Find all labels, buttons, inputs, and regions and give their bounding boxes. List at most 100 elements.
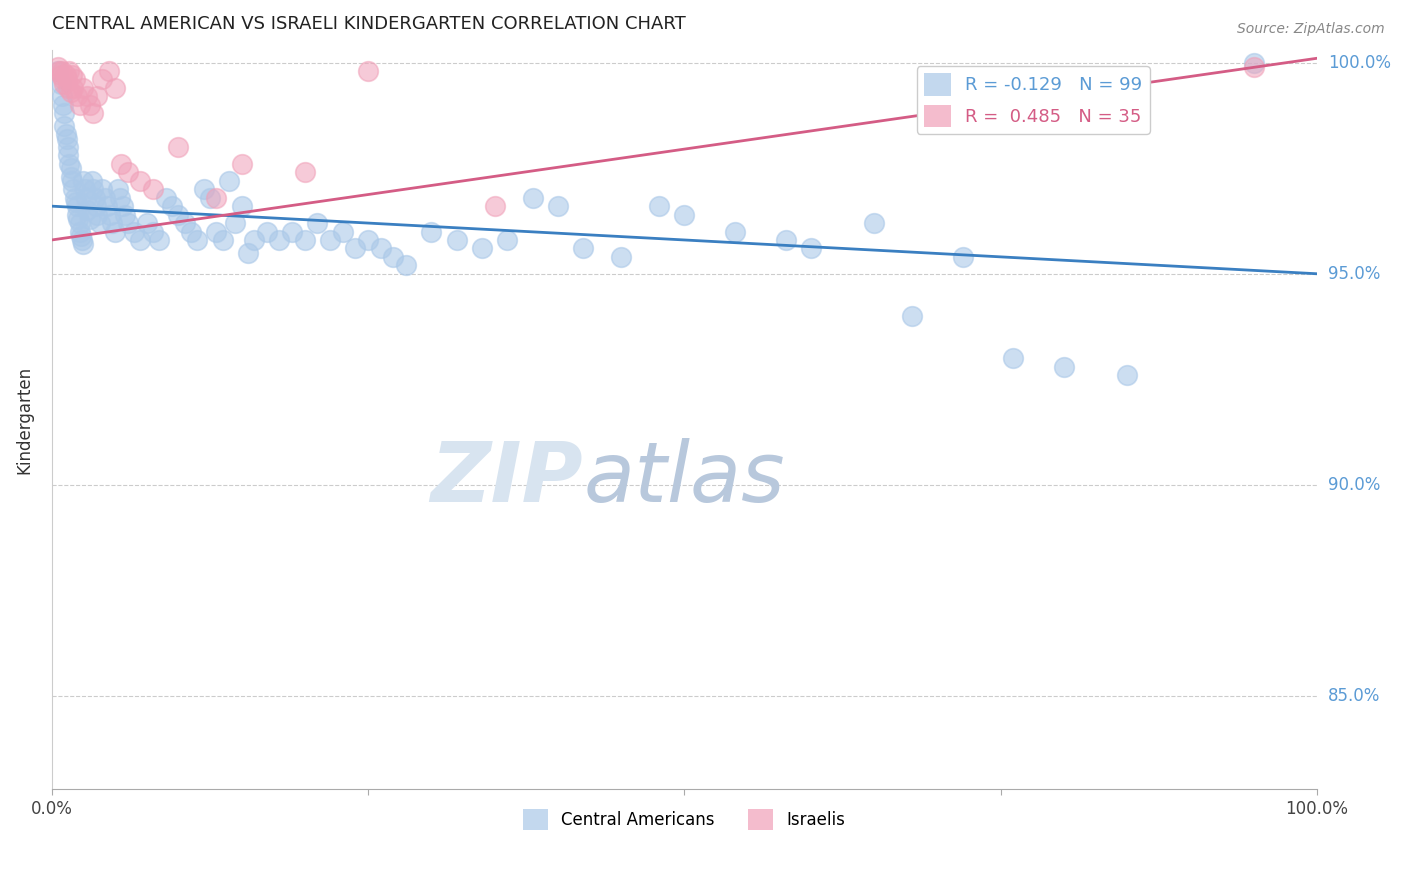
Point: [82, 174, 104, 188]
Point: [46, 64, 69, 78]
Point: [96, 199, 118, 213]
Point: [69, 97, 91, 112]
Point: [72, 237, 94, 252]
Point: [173, 216, 195, 230]
Point: [72, 80, 94, 95]
Point: [58, 140, 80, 154]
Point: [65, 194, 87, 209]
Point: [62, 182, 84, 196]
Point: [610, 250, 633, 264]
Point: [104, 80, 127, 95]
Point: [357, 233, 380, 247]
Point: [281, 225, 304, 239]
Point: [46, 60, 69, 74]
Point: [901, 309, 924, 323]
Point: [198, 191, 221, 205]
Point: [55, 68, 77, 82]
Point: [135, 216, 157, 230]
Point: [218, 174, 240, 188]
Point: [76, 203, 98, 218]
Point: [56, 72, 79, 87]
Point: [142, 225, 165, 239]
Point: [382, 250, 405, 264]
Point: [1243, 55, 1265, 70]
Point: [294, 233, 316, 247]
Point: [62, 80, 84, 95]
Point: [91, 182, 114, 196]
Point: [344, 241, 367, 255]
Point: [51, 89, 73, 103]
Point: [73, 182, 96, 196]
Point: [59, 85, 82, 99]
Text: 95.0%: 95.0%: [1329, 265, 1381, 283]
Point: [863, 216, 886, 230]
Point: [89, 216, 111, 230]
Point: [256, 225, 278, 239]
Point: [114, 208, 136, 222]
Point: [673, 208, 696, 222]
Point: [122, 225, 145, 239]
Point: [66, 199, 89, 213]
Point: [101, 216, 124, 230]
Point: [72, 174, 94, 188]
Point: [70, 233, 93, 247]
Point: [53, 119, 76, 133]
Point: [79, 211, 101, 226]
Point: [66, 89, 89, 103]
Point: [97, 64, 120, 78]
Point: [952, 250, 974, 264]
Point: [142, 182, 165, 196]
Text: ZIP: ZIP: [430, 438, 583, 519]
Point: [572, 241, 595, 255]
Text: 85.0%: 85.0%: [1329, 687, 1381, 706]
Point: [129, 233, 152, 247]
Point: [69, 225, 91, 239]
Point: [243, 233, 266, 247]
Point: [420, 225, 443, 239]
Point: [1243, 60, 1265, 74]
Point: [52, 97, 75, 112]
Point: [117, 216, 139, 230]
Point: [307, 216, 329, 230]
Point: [107, 182, 129, 196]
Point: [357, 64, 380, 78]
Point: [193, 182, 215, 196]
Point: [56, 131, 79, 145]
Point: [94, 191, 117, 205]
Text: 100.0%: 100.0%: [1329, 54, 1391, 71]
Point: [522, 191, 544, 205]
Point: [69, 216, 91, 230]
Point: [167, 140, 190, 154]
Point: [59, 161, 82, 175]
Point: [63, 72, 86, 87]
Point: [76, 89, 98, 103]
Point: [395, 258, 418, 272]
Point: [60, 68, 83, 82]
Legend: Central Americans, Israelis: Central Americans, Israelis: [516, 803, 852, 837]
Point: [55, 128, 77, 142]
Point: [724, 225, 747, 239]
Point: [319, 233, 342, 247]
Point: [186, 233, 208, 247]
Point: [98, 208, 121, 222]
Point: [58, 80, 80, 95]
Point: [231, 199, 253, 213]
Point: [211, 233, 233, 247]
Point: [86, 89, 108, 103]
Point: [160, 199, 183, 213]
Point: [547, 199, 569, 213]
Point: [49, 68, 72, 82]
Point: [111, 199, 134, 213]
Point: [471, 241, 494, 255]
Point: [236, 245, 259, 260]
Point: [48, 64, 70, 78]
Point: [59, 169, 82, 184]
Point: [51, 64, 73, 78]
Point: [155, 191, 177, 205]
Point: [484, 199, 506, 213]
Point: [70, 228, 93, 243]
Point: [205, 225, 228, 239]
Point: [66, 208, 89, 222]
Text: Source: ZipAtlas.com: Source: ZipAtlas.com: [1237, 22, 1385, 37]
Point: [79, 97, 101, 112]
